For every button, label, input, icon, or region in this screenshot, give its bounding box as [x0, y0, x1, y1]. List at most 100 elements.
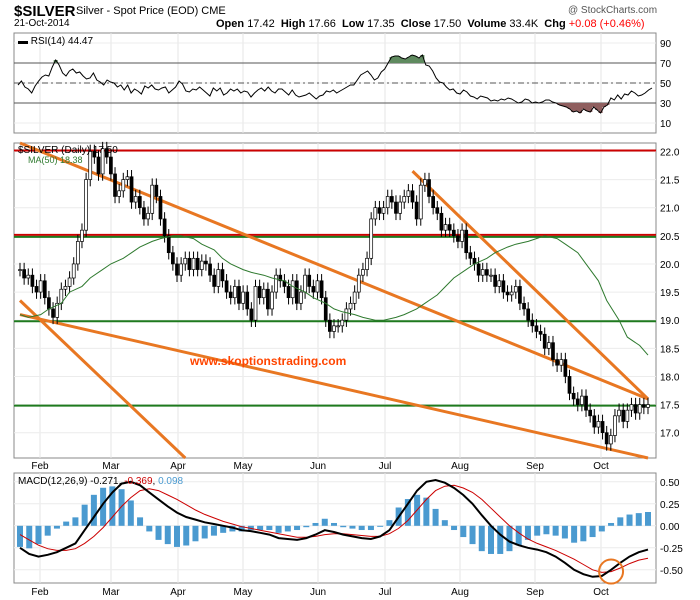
- macd-histogram-bar: [469, 525, 476, 545]
- x-tick-label: Oct: [593, 461, 609, 472]
- price-candle: [42, 280, 47, 299]
- macd-histogram-bar: [386, 520, 393, 526]
- price-candle: [332, 325, 336, 332]
- price-candle: [398, 201, 402, 214]
- price-candle: [303, 274, 307, 293]
- macd-histogram-bar: [109, 486, 116, 526]
- price-candle: [237, 286, 241, 304]
- macd-signal-value: -0.369: [124, 476, 153, 487]
- price-candle: [423, 179, 427, 186]
- macd-histogram-bar: [294, 525, 301, 531]
- price-candle: [26, 274, 31, 279]
- macd-histogram-bar: [349, 525, 356, 529]
- price-candle: [464, 229, 469, 254]
- high-label: High: [280, 18, 306, 30]
- x-tick-label: Jun: [310, 587, 326, 598]
- macd-histogram-bar: [617, 517, 624, 526]
- macd-histogram-bar: [137, 517, 144, 526]
- price-candle: [179, 263, 183, 276]
- price-tick-label: 18.5: [660, 344, 680, 355]
- macd-histogram-bar: [506, 525, 513, 552]
- macd-histogram-bar: [423, 497, 430, 526]
- price-candle: [311, 286, 316, 293]
- price-candle: [175, 263, 179, 276]
- price-candle: [261, 288, 266, 299]
- macd-histogram-bar: [312, 522, 319, 526]
- macd-histogram-bar: [645, 512, 651, 526]
- price-candle: [637, 404, 642, 414]
- close-label: Close: [400, 18, 431, 30]
- stockcharts-credit: @ StockCharts.com: [568, 5, 658, 16]
- price-candle: [129, 176, 134, 203]
- ohlc-readout: Open 17.42 High 17.66 Low 17.35 Close 17…: [216, 18, 645, 30]
- price-candle: [580, 395, 584, 405]
- price-candle: [534, 325, 539, 332]
- price-tick-label: 18.0: [660, 372, 680, 383]
- price-candle: [336, 325, 340, 328]
- macd-histogram-bar: [44, 525, 51, 536]
- macd-tick-label: -0.25: [660, 544, 683, 555]
- price-tick-label: 19.0: [660, 316, 680, 327]
- macd-histogram-bar: [118, 489, 125, 526]
- macd-histogram-bar: [72, 517, 79, 526]
- price-candle: [253, 286, 258, 321]
- price-candle: [571, 392, 576, 400]
- price-candle: [456, 235, 460, 242]
- macd-histogram-bar: [155, 525, 162, 540]
- price-candle: [92, 151, 97, 158]
- macd-histogram-bar: [432, 508, 439, 526]
- price-candle: [30, 274, 35, 287]
- price-candle: [642, 404, 646, 408]
- x-tick-label: Aug: [451, 461, 469, 472]
- rsi-overbought-fill: [53, 55, 425, 63]
- price-candle: [381, 207, 386, 214]
- macd-histogram-bar: [340, 525, 347, 528]
- macd-histogram-bar: [183, 525, 190, 546]
- macd-histogram-bar: [220, 525, 227, 533]
- price-candle: [96, 156, 101, 175]
- price-candle: [348, 302, 353, 310]
- chg-label: Chg: [544, 18, 566, 30]
- trend-channel-line: [19, 313, 649, 460]
- x-tick-label: Mar: [102, 461, 120, 472]
- x-tick-label: May: [234, 461, 253, 472]
- price-candle: [125, 176, 130, 180]
- price-candle: [18, 269, 22, 271]
- price-candle: [100, 148, 105, 175]
- x-tick-label: Apr: [170, 587, 186, 598]
- x-tick-label: Feb: [31, 587, 49, 598]
- price-candle: [443, 224, 448, 231]
- macd-histogram-bar: [192, 525, 199, 542]
- price-candle: [133, 196, 138, 203]
- macd-histogram-bar: [284, 525, 291, 532]
- open-value: 17.42: [247, 18, 275, 30]
- price-candle: [113, 173, 117, 197]
- price-candle: [142, 207, 146, 220]
- price-candle: [224, 280, 229, 293]
- macd-histogram-bar: [63, 521, 70, 526]
- price-tick-label: 22.0: [660, 147, 680, 158]
- price-candle: [171, 252, 175, 265]
- price-candle: [489, 274, 493, 277]
- price-candle: [522, 302, 526, 310]
- price-candle: [22, 269, 26, 279]
- price-candle: [307, 274, 312, 287]
- price-candle: [497, 280, 502, 287]
- x-tick-label: Jul: [379, 587, 392, 598]
- trend-channel-line: [411, 170, 650, 401]
- macd-histogram-bar: [367, 525, 374, 531]
- price-candle: [509, 291, 514, 296]
- price-candle: [563, 359, 568, 377]
- macd-histogram-bar: [488, 525, 494, 554]
- price-candle: [451, 229, 456, 237]
- macd-tick-label: -0.50: [660, 566, 683, 577]
- macd-tick-label: 0.50: [660, 478, 680, 489]
- price-candle: [613, 415, 617, 436]
- price-candle: [228, 291, 233, 299]
- macd-histogram-bar: [164, 525, 171, 545]
- price-candle: [257, 286, 262, 299]
- price-candle: [270, 291, 274, 310]
- price-candle: [625, 409, 630, 422]
- macd-histogram-bar: [441, 520, 448, 526]
